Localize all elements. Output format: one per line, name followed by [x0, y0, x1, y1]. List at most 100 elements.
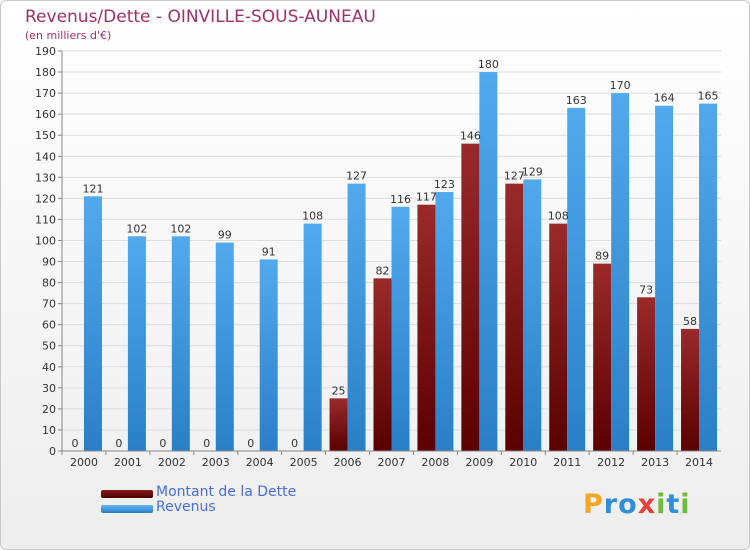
- bar-revenus: [699, 103, 718, 451]
- bar-dette: [329, 398, 348, 451]
- value-label-revenus: 99: [218, 229, 232, 242]
- x-tick-label: 2007: [378, 456, 406, 469]
- logo-letter: i: [656, 489, 667, 520]
- x-tick-label: 2009: [465, 456, 493, 469]
- bar-revenus: [127, 236, 146, 451]
- x-tick-label: 2011: [553, 456, 581, 469]
- y-tick-label: 90: [42, 256, 56, 269]
- value-label-revenus: 102: [126, 222, 147, 235]
- x-tick-label: 2000: [70, 456, 98, 469]
- y-axis-ticks: 0 10 20 30 40 50 60 70 80 90 100 110 120 130 140 150 160…: [35, 45, 62, 458]
- value-label-revenus: 127: [346, 170, 367, 183]
- x-tick-label: 2010: [509, 456, 537, 469]
- y-tick-label: 180: [35, 66, 56, 79]
- legend-swatch-dette: [101, 490, 153, 498]
- legend-swatch-revenus: [101, 505, 153, 513]
- value-label-revenus: 121: [82, 182, 103, 195]
- legend-label-dette: Montant de la Dette: [156, 484, 297, 500]
- value-label-revenus: 116: [390, 193, 411, 206]
- x-tick-label: 2005: [290, 456, 318, 469]
- bar-revenus: [655, 105, 674, 451]
- y-tick-label: 60: [42, 319, 56, 332]
- value-label-revenus: 129: [522, 165, 543, 178]
- bar-revenus: [567, 107, 586, 451]
- value-label-revenus: 102: [170, 222, 191, 235]
- x-tick-label: 2003: [202, 456, 230, 469]
- page-title: Revenus/Dette - OINVILLE-SOUS-AUNEAU: [25, 7, 376, 27]
- logo-letter: t: [666, 489, 681, 520]
- value-label-dette: 127: [504, 170, 525, 183]
- bar-dette: [681, 328, 700, 451]
- y-tick-label: 0: [49, 445, 56, 458]
- value-label-dette: 0: [159, 437, 166, 450]
- y-tick-label: 160: [35, 108, 56, 121]
- bar-dette: [461, 143, 480, 451]
- proxiti-logo: Proxiti: [583, 489, 691, 520]
- chart-subtitle: (en milliers d'€): [25, 29, 112, 42]
- value-label-revenus: 165: [698, 90, 719, 103]
- bar-revenus: [391, 206, 410, 451]
- y-tick-label: 10: [42, 424, 56, 437]
- logo-letter: P: [583, 489, 604, 520]
- value-label-dette: 89: [595, 250, 609, 263]
- value-label-dette: 58: [683, 315, 697, 328]
- x-tick-label: 2013: [641, 456, 669, 469]
- y-tick-label: 170: [35, 87, 56, 100]
- x-axis-ticks: 2000 2001 2002 2003 2004 2005 2006 2007 2008 2009…: [61, 451, 713, 469]
- logo-letter: r: [603, 489, 619, 520]
- y-tick-label: 40: [42, 361, 56, 374]
- bar-dette: [373, 278, 392, 451]
- bar-dette: [417, 204, 436, 451]
- y-tick-label: 30: [42, 382, 56, 395]
- value-label-revenus: 164: [654, 92, 675, 105]
- bar-revenus: [523, 179, 542, 451]
- bars: [83, 72, 718, 452]
- value-label-revenus: 163: [566, 94, 587, 107]
- x-tick-label: 2014: [685, 456, 713, 469]
- x-tick-label: 2004: [246, 456, 274, 469]
- y-tick-label: 20: [42, 403, 56, 416]
- value-label-dette: 25: [332, 384, 346, 397]
- x-tick-label: 2008: [421, 456, 449, 469]
- value-label-dette: 108: [548, 210, 569, 223]
- x-tick-label: 2012: [597, 456, 625, 469]
- bar-revenus: [303, 223, 322, 451]
- logo-letter: i: [680, 489, 691, 520]
- bar-revenus: [347, 183, 366, 451]
- logo-letter: o: [618, 489, 638, 520]
- x-tick-label: 2006: [334, 456, 362, 469]
- y-tick-label: 110: [35, 213, 56, 226]
- bar-dette: [505, 183, 524, 451]
- value-label-revenus: 91: [262, 245, 276, 258]
- bar-revenus: [611, 93, 630, 452]
- value-label-revenus: 108: [302, 210, 323, 223]
- value-label-dette: 146: [460, 130, 481, 143]
- y-tick-label: 130: [35, 171, 56, 184]
- logo-letter: x: [637, 489, 657, 520]
- value-label-revenus: 170: [610, 79, 631, 92]
- value-label-dette: 0: [115, 437, 122, 450]
- x-tick-label: 2001: [114, 456, 142, 469]
- value-label-dette: 117: [416, 191, 437, 204]
- y-tick-label: 120: [35, 192, 56, 205]
- bar-revenus: [479, 72, 498, 451]
- value-label-dette: 0: [247, 437, 254, 450]
- bar-dette: [549, 223, 568, 451]
- value-label-dette: 0: [71, 437, 78, 450]
- x-tick-label: 2002: [158, 456, 186, 469]
- bar-dette: [593, 263, 612, 451]
- value-label-dette: 82: [376, 264, 390, 277]
- y-tick-label: 70: [42, 298, 56, 311]
- value-label-dette: 0: [291, 437, 298, 450]
- value-label-revenus: 180: [478, 58, 499, 71]
- y-tick-label: 50: [42, 340, 56, 353]
- y-tick-label: 80: [42, 277, 56, 290]
- bar-revenus: [83, 196, 102, 451]
- y-tick-label: 150: [35, 129, 56, 142]
- y-tick-label: 100: [35, 234, 56, 247]
- bar-revenus: [435, 192, 454, 452]
- value-label-dette: 73: [639, 283, 653, 296]
- value-label-dette: 0: [203, 437, 210, 450]
